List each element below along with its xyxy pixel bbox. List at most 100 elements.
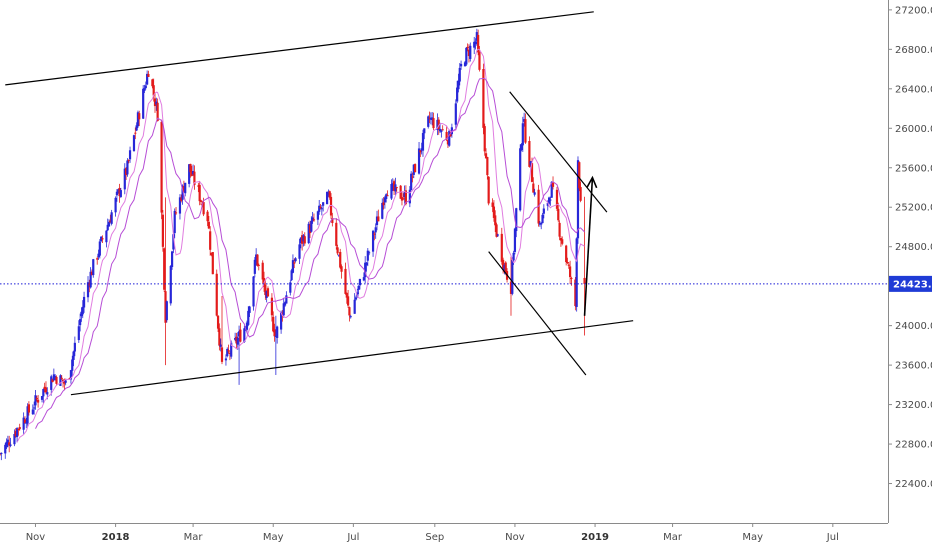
candle-body xyxy=(494,215,497,226)
arrow-shaft xyxy=(583,177,594,316)
candle-body xyxy=(132,135,136,151)
candle-body xyxy=(257,264,260,266)
candle-body xyxy=(156,102,159,122)
candle-body xyxy=(22,417,25,430)
candle-body xyxy=(152,85,155,96)
candle-body xyxy=(220,347,224,362)
candle-body xyxy=(519,148,522,211)
candle-body xyxy=(13,434,16,445)
candle-body xyxy=(478,52,481,70)
candle-body xyxy=(236,337,239,345)
candle-body xyxy=(96,258,99,260)
candle-body xyxy=(318,205,321,212)
candle-body xyxy=(35,398,38,400)
candle-body xyxy=(423,128,426,134)
candle-body xyxy=(128,150,132,160)
candle-body xyxy=(541,214,544,224)
candle-body xyxy=(43,386,46,390)
candle-body xyxy=(197,185,200,187)
candle-body xyxy=(402,198,405,200)
candle-body xyxy=(504,262,507,274)
candle-body xyxy=(285,295,288,304)
candle-body xyxy=(276,326,279,338)
candle-body xyxy=(283,302,287,306)
candle-body xyxy=(81,306,84,315)
candle-body xyxy=(523,119,526,122)
candle-body xyxy=(46,392,49,395)
candle-body xyxy=(163,248,166,290)
candle-body xyxy=(567,264,570,266)
candle-body xyxy=(6,439,9,444)
candle-body xyxy=(117,189,120,193)
candle-body xyxy=(386,195,389,197)
candle-body xyxy=(320,208,323,210)
candle-body xyxy=(513,228,517,252)
candle-body xyxy=(503,264,506,271)
candle-body xyxy=(392,181,396,191)
candle-body xyxy=(281,313,284,316)
candle-body xyxy=(264,284,267,296)
candle-body xyxy=(325,192,329,205)
candle-body xyxy=(256,254,259,266)
candle-body xyxy=(8,442,11,446)
candle-body xyxy=(64,380,67,383)
candle-body xyxy=(474,41,477,45)
candle-body xyxy=(382,202,385,206)
candle-body xyxy=(59,375,62,386)
candle-body xyxy=(540,222,543,225)
candle-body xyxy=(436,119,439,130)
candle-body xyxy=(458,67,461,82)
candle-body xyxy=(337,254,341,256)
candle-body xyxy=(348,307,351,316)
candle-body xyxy=(403,191,406,197)
candle-body xyxy=(72,351,75,360)
candle-body xyxy=(5,441,8,448)
candle-body xyxy=(88,282,91,286)
candle-body xyxy=(172,234,175,250)
candle-body xyxy=(190,170,193,176)
candle-body xyxy=(542,208,545,214)
candle-body xyxy=(211,252,214,275)
candle-body xyxy=(520,144,523,151)
candle-body xyxy=(290,270,293,281)
candle-body xyxy=(437,119,440,130)
candle-body xyxy=(441,129,444,131)
candle-body xyxy=(411,176,414,178)
candle-body xyxy=(509,281,513,294)
candle-body xyxy=(496,234,499,236)
candle-body xyxy=(239,329,242,342)
candle-body xyxy=(354,297,358,300)
x-tick-label: 2019 xyxy=(581,532,609,543)
candle-body xyxy=(79,319,82,326)
candle-body xyxy=(36,399,40,403)
candle-body xyxy=(82,296,86,308)
candle-body xyxy=(226,348,229,357)
candle-body xyxy=(336,247,339,254)
candle-body xyxy=(344,268,347,294)
candle-body xyxy=(414,164,417,173)
candle-body xyxy=(417,148,421,174)
candle-body xyxy=(335,222,338,246)
candle-body xyxy=(303,236,306,244)
candle-body xyxy=(446,140,450,145)
candle-body xyxy=(467,49,471,57)
moving-average-10 xyxy=(16,48,585,443)
candle-body xyxy=(353,299,356,314)
candle-body xyxy=(228,352,231,354)
candle-body xyxy=(15,428,19,438)
moving-averages-group xyxy=(16,48,585,443)
candle-body xyxy=(106,224,109,231)
candle-body xyxy=(142,88,145,119)
candle-body xyxy=(463,62,467,67)
candle-body xyxy=(123,168,126,190)
candle-body xyxy=(558,222,561,237)
x-tick-label: Jul xyxy=(826,532,839,543)
candle-body xyxy=(469,45,472,59)
candle-body xyxy=(243,328,246,342)
candle-body xyxy=(566,262,569,264)
y-tick-label: 26400.00 xyxy=(895,84,932,95)
candle-body xyxy=(14,431,17,437)
candle-body xyxy=(77,326,80,341)
candle-body xyxy=(456,87,459,102)
